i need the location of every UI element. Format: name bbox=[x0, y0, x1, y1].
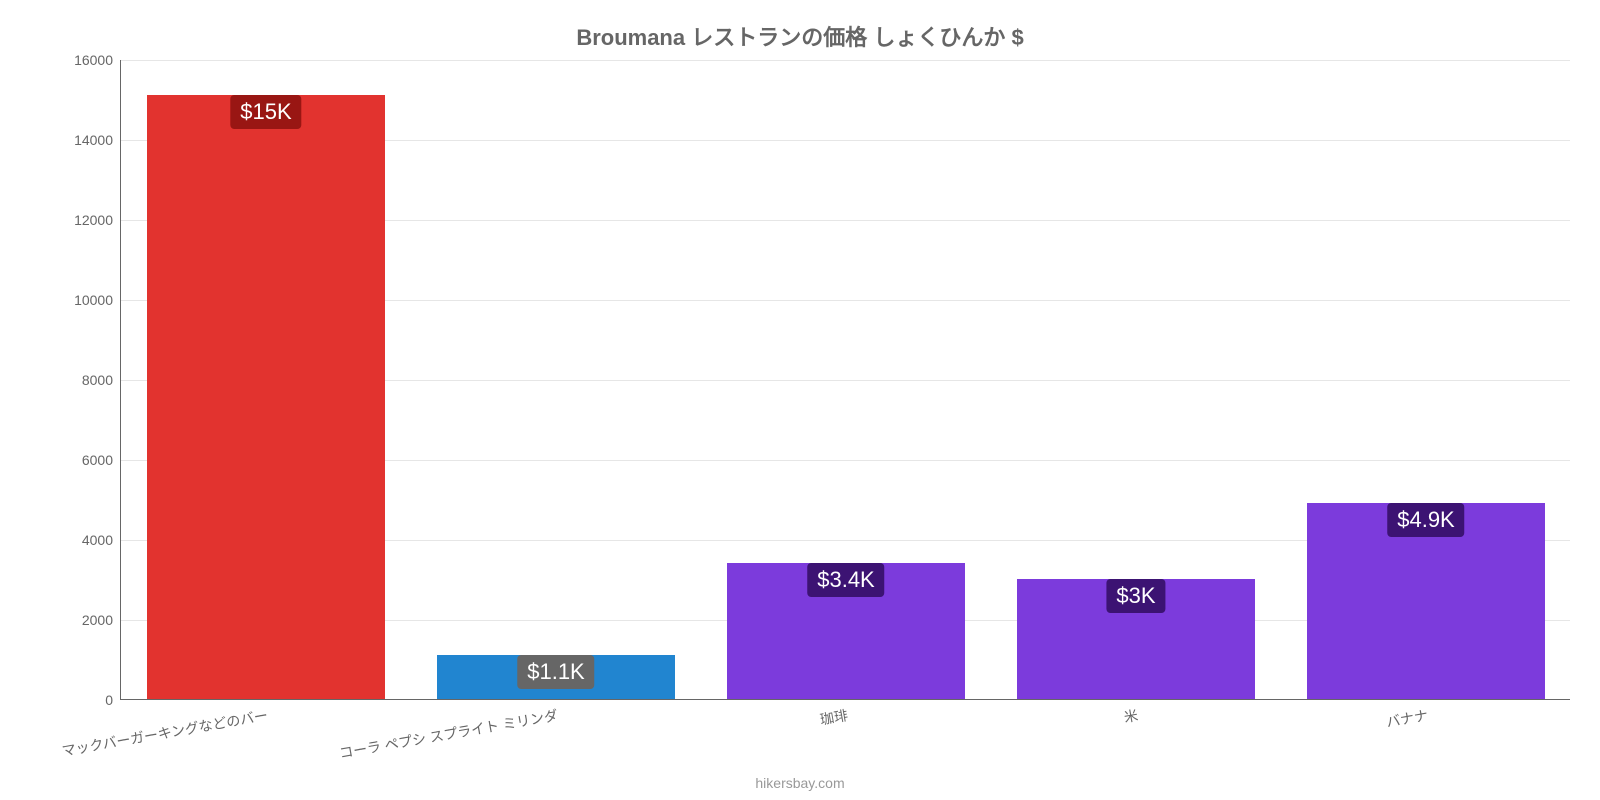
chart-plot-area: 0200040006000800010000120001400016000$15… bbox=[120, 60, 1570, 700]
xtick-label: バナナ bbox=[1385, 705, 1430, 732]
ytick-label: 16000 bbox=[74, 52, 121, 68]
ytick-label: 8000 bbox=[82, 372, 121, 388]
bar-value-label: $4.9K bbox=[1387, 503, 1465, 537]
bar-value-label: $1.1K bbox=[517, 655, 595, 689]
ytick-label: 10000 bbox=[74, 292, 121, 308]
ytick-label: 6000 bbox=[82, 452, 121, 468]
ytick-label: 2000 bbox=[82, 612, 121, 628]
attribution-text: hikersbay.com bbox=[0, 775, 1600, 791]
bar: $4.9K bbox=[1307, 503, 1545, 699]
xtick-label: 米 bbox=[1122, 705, 1139, 727]
bar: $3K bbox=[1017, 579, 1255, 699]
ytick-label: 12000 bbox=[74, 212, 121, 228]
ytick-label: 14000 bbox=[74, 132, 121, 148]
ytick-label: 4000 bbox=[82, 532, 121, 548]
bar-value-label: $3K bbox=[1106, 579, 1165, 613]
bar: $3.4K bbox=[727, 563, 965, 699]
bar-value-label: $3.4K bbox=[807, 563, 885, 597]
xtick-label: コーラ ペプシ スプライト ミリンダ bbox=[338, 705, 560, 763]
ytick-label: 0 bbox=[105, 692, 121, 708]
chart-title: Broumana レストランの価格 しょくひんか $ bbox=[0, 20, 1600, 52]
bar-value-label: $15K bbox=[230, 95, 301, 129]
gridline bbox=[121, 60, 1570, 61]
xtick-label: 珈琲 bbox=[818, 705, 849, 730]
bar: $15K bbox=[147, 95, 385, 699]
xtick-label: マックバーガーキングなどのバー bbox=[60, 705, 269, 761]
bar: $1.1K bbox=[437, 655, 675, 699]
